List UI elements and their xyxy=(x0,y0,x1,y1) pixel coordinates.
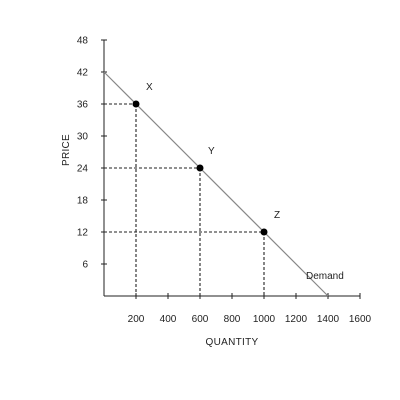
y-tick-label: 48 xyxy=(77,36,89,47)
guide-lines xyxy=(104,103,265,296)
x-tick-label: 800 xyxy=(224,314,241,325)
point-x xyxy=(132,100,140,108)
point-label-y: Y xyxy=(208,146,215,157)
points-group: X Y Z xyxy=(132,82,280,236)
curve-label-demand: Demand xyxy=(306,271,344,282)
x-tick-label: 1000 xyxy=(253,314,276,325)
y-tick-label: 42 xyxy=(77,68,89,79)
x-tick-label: 200 xyxy=(128,314,145,325)
point-z xyxy=(260,228,268,236)
y-tick-label: 36 xyxy=(77,100,89,111)
y-tick-label: 24 xyxy=(77,164,89,175)
point-label-z: Z xyxy=(274,210,280,221)
axes: 6 12 18 24 30 36 42 48 200 400 600 800 1000 1200 1400 1… xyxy=(77,36,372,326)
x-tick-label: 1400 xyxy=(317,314,340,325)
y-tick-label: 12 xyxy=(77,228,89,239)
x-tick-label: 400 xyxy=(160,314,177,325)
y-tick-label: 30 xyxy=(77,132,89,143)
x-axis-title: QUANTITY xyxy=(206,337,259,348)
y-tick-label: 18 xyxy=(77,196,89,207)
x-tick-label: 1600 xyxy=(349,314,372,325)
demand-curve-group xyxy=(103,71,329,297)
x-tick-label: 600 xyxy=(192,314,209,325)
demand-curve-line xyxy=(103,71,329,297)
y-axis-title: PRICE xyxy=(61,134,72,166)
point-label-x: X xyxy=(146,82,153,93)
y-tick-label: 6 xyxy=(82,260,88,271)
x-tick-label: 1200 xyxy=(285,314,308,325)
point-y xyxy=(196,164,204,172)
